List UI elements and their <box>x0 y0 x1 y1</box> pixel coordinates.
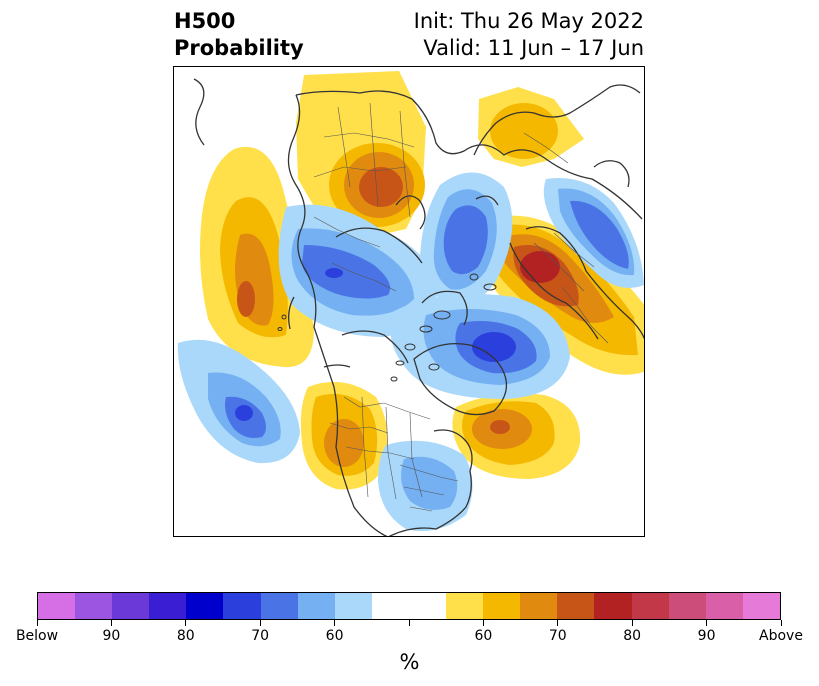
title-variable: H500 <box>174 9 236 33</box>
anomaly-below-greenland <box>390 294 570 399</box>
colorbar-swatch <box>260 593 298 619</box>
colorbar-tick-label: 70 <box>251 628 270 644</box>
colorbar-swatch <box>668 593 706 619</box>
colorbar-tick-label: 60 <box>474 628 493 644</box>
colorbar-tick <box>631 620 633 626</box>
islands <box>277 273 497 382</box>
anomaly-above-scandinavia <box>481 215 644 375</box>
colorbar-tick-label: 70 <box>548 628 567 644</box>
map-panel <box>173 66 645 537</box>
anomaly-below-central-asia <box>278 204 440 337</box>
colorbar-tick-label: Below <box>15 628 59 644</box>
colorbar-tick-label: 90 <box>102 628 121 644</box>
colorbar-tick-label: 80 <box>623 628 642 644</box>
init-date: Init: Thu 26 May 2022 <box>413 9 644 33</box>
colorbar-swatch <box>742 593 780 619</box>
anomaly-above-western-us <box>300 381 388 490</box>
colorbar-swatch <box>631 593 669 619</box>
colorbar-swatch <box>75 593 113 619</box>
title-product: Probability <box>174 36 304 60</box>
colorbar-tick <box>557 620 559 626</box>
colorbar-tick-label: 60 <box>325 628 344 644</box>
colorbar-tick <box>259 620 261 626</box>
colorbar-swatch <box>38 593 76 619</box>
colorbar-swatch <box>297 593 335 619</box>
colorbar-swatch <box>594 593 632 619</box>
colorbar-swatch <box>557 593 595 619</box>
anomaly-below-subtropical-pacific <box>177 339 300 464</box>
anomaly-above-north-atlantic <box>452 393 581 479</box>
colorbar-swatch <box>149 593 187 619</box>
colorbar-swatch <box>483 593 521 619</box>
colorbar-ticks: Below 90 80 70 60 60 70 80 90 Above <box>16 620 803 650</box>
colorbar-swatch <box>223 593 261 619</box>
colorbar-swatch <box>446 593 484 619</box>
colorbar-unit-label: % <box>399 650 420 674</box>
colorbar-swatch <box>334 593 372 619</box>
valid-range: Valid: 11 Jun – 17 Jun <box>423 36 644 60</box>
anomaly-above-north-pacific <box>200 146 314 368</box>
colorbar-swatch <box>408 593 447 619</box>
colorbar-swatch <box>371 593 409 619</box>
colorbar-swatch <box>705 593 743 619</box>
coastlines <box>193 78 644 536</box>
country-borders <box>313 102 609 512</box>
colorbar-tick <box>36 620 38 626</box>
colorbar <box>37 592 781 620</box>
colorbar-tick-label: Above <box>759 628 803 644</box>
colorbar-swatch <box>520 593 558 619</box>
probability-map <box>174 67 644 536</box>
colorbar-tick <box>780 620 782 626</box>
colorbar-tick-label: 80 <box>176 628 195 644</box>
title-right: Init: Thu 26 May 2022 Valid: 11 Jun – 17… <box>414 8 644 62</box>
anomaly-above-chukotka <box>478 87 584 167</box>
anomaly-above-siberia <box>296 71 426 237</box>
colorbar-tick <box>408 620 410 626</box>
title-left: H500 Probability <box>174 8 304 62</box>
colorbar-swatch <box>112 593 150 619</box>
anomaly-below-barents <box>543 178 644 288</box>
colorbar-tick <box>110 620 112 626</box>
colorbar-tick <box>706 620 708 626</box>
colorbar-tick <box>334 620 336 626</box>
colorbar-tick-label: 90 <box>697 628 716 644</box>
anomaly-below-arctic <box>420 172 513 305</box>
colorbar-swatch <box>186 593 224 619</box>
colorbar-tick <box>185 620 187 626</box>
colorbar-tick <box>482 620 484 626</box>
